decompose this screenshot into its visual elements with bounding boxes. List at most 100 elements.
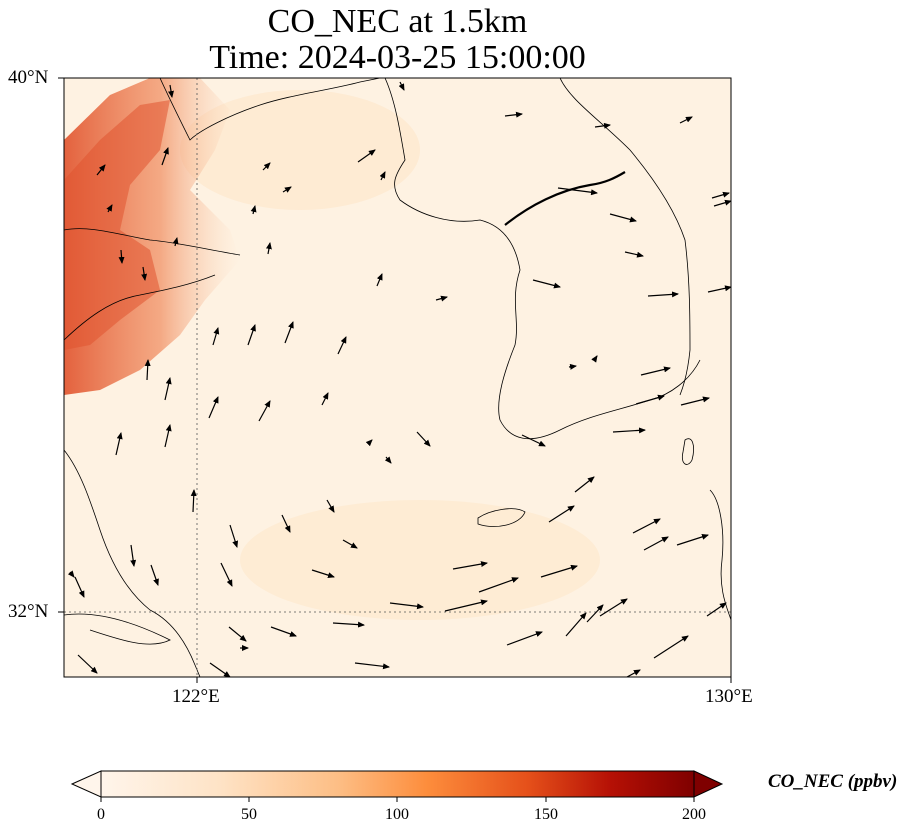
colorbar [70,770,724,802]
map-title-line1: CO_NEC at 1.5km [267,3,528,40]
wind-arrow [262,162,271,171]
wind-arrow [679,116,693,124]
wind-arrow [612,427,646,434]
wind-arrow [640,366,671,376]
wind-arrow [190,489,197,513]
wind-arrow [384,456,392,464]
map-frame [63,77,732,678]
wind-arrow [209,662,231,677]
field-patch [240,500,600,620]
wind-arrow [332,621,365,628]
wind-arrow [504,111,523,118]
colorbar-extend-low [70,770,102,798]
wind-arrow [706,602,727,617]
wind-arrow [164,377,172,401]
wind-arrow [77,654,98,674]
wind-arrow [172,237,179,247]
colorbar-tick-label-150: 150 [534,806,558,823]
wind-arrow [609,213,637,223]
wind-arrow [376,273,383,287]
colorbar-tick-label-50: 50 [241,806,257,823]
wind-arrow [632,518,661,534]
wind-arrow [321,392,329,406]
wind-arrow [270,626,297,637]
wind-arrow [389,602,424,610]
colorbar-tick-label-200: 200 [682,806,706,823]
wind-arrow [591,355,598,363]
wind-arrow [599,598,628,617]
wind-arrow [574,476,595,493]
colorbar-extend-high [693,770,724,798]
wind-arrow [478,577,519,593]
china-east-coast [64,449,201,677]
wind-arrow [557,187,598,196]
wind-arrow [521,434,546,447]
wind-arrow [354,662,390,670]
wind-arrow [281,514,291,533]
wind-arrow [67,570,75,578]
wind-arrow [164,424,172,448]
wind-arrow [118,249,125,264]
wind-arrow [141,266,148,281]
wind-arrow [635,394,665,405]
wind-arrow [247,324,256,346]
field-patch [180,90,420,210]
wind-arrow [435,295,448,302]
wind-arrow [548,505,575,523]
wind-arrow [228,626,247,642]
wind-arrow [342,539,358,549]
korea-west-coast [384,78,701,439]
wind-arrow [626,669,641,677]
wind-arrow [284,321,294,344]
wind-arrow [250,205,257,215]
wind-arrow [150,564,159,586]
gridlines [64,78,731,677]
wind-arrow [540,564,578,578]
korea-east-coast [559,78,691,396]
wind-arrow [168,84,174,98]
wind-arrow [220,562,233,587]
wind-arrow [265,242,272,255]
wind-arrow [115,432,123,456]
lon-label-130e: 130°E [705,686,753,707]
colorbar-tick-label-100: 100 [385,806,409,823]
wind-arrow [337,336,347,355]
wind-arrow [624,251,644,258]
wind-arrow [130,544,137,567]
wind-arrow [643,536,669,551]
wind-arrow [311,569,335,579]
wind-arrow [144,359,151,381]
lon-label-122e: 122°E [172,686,220,707]
wind-arrow [506,631,543,646]
wind-arrow [565,612,587,637]
wind-arrow [212,327,220,346]
wind-arrow [707,285,731,293]
wind-arrow [326,499,335,513]
wind-arrow [452,561,488,570]
wind-arrow [416,431,431,447]
lat-label-32n: 32°N [8,601,49,622]
wind-arrow [74,576,85,598]
wind-arrow [713,199,731,207]
wind-arrow [676,533,709,546]
shandong-coast [64,274,216,341]
korea-china-border [504,171,626,226]
colorbar-label: CO_NEC (ppbv) [768,771,898,792]
map-title-line2: Time: 2024-03-25 15:00:00 [209,39,586,76]
wind-arrow [532,279,561,289]
wind-arrow [568,363,577,370]
wind-arrow [586,604,604,623]
wind-arrow [365,439,373,447]
co-plume-core [64,100,170,350]
wind-arrow [680,396,710,406]
wind-vectors [67,81,731,677]
colorbar-tick-label-0: 0 [97,806,105,823]
lat-label-40n: 40°N [8,67,49,88]
liaodong-coast [159,78,381,141]
wind-arrow [653,635,689,659]
colorbar-body [100,770,695,798]
yangtze-estuary [64,613,171,645]
wind-arrow [379,171,386,181]
wind-arrow [96,164,106,176]
